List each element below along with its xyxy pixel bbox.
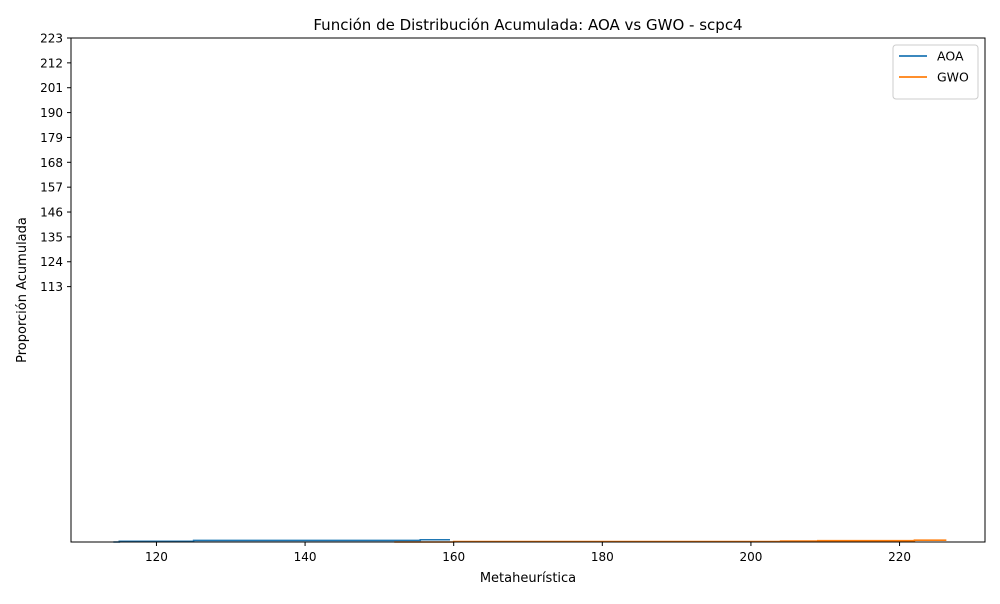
y-tick-label: 168 xyxy=(40,156,63,170)
x-tick-label: 220 xyxy=(888,550,911,564)
x-tick-label: 140 xyxy=(294,550,317,564)
y-tick-label: 113 xyxy=(40,280,63,294)
y-tick-label: 146 xyxy=(40,206,63,220)
chart-title: Función de Distribución Acumulada: AOA v… xyxy=(313,16,742,34)
y-axis-label: Proporción Acumulada xyxy=(15,217,30,363)
y-tick-label: 124 xyxy=(40,255,63,269)
y-tick-label: 135 xyxy=(40,230,63,244)
y-tick-label: 190 xyxy=(40,106,63,120)
legend: AOA GWO xyxy=(892,44,979,100)
y-tick-label: 179 xyxy=(40,131,63,145)
plot-area xyxy=(70,37,986,543)
y-tick-label: 201 xyxy=(40,81,63,95)
y-axis: 113 124 135 146 157 168 179 190 201 212 223 xyxy=(40,32,71,294)
x-tick-label: 200 xyxy=(739,550,762,564)
x-axis: 120 140 160 180 200 220 xyxy=(145,542,911,564)
legend-box xyxy=(892,44,979,100)
x-axis-label: Metaheurística xyxy=(480,571,576,586)
x-tick-label: 120 xyxy=(145,550,168,564)
y-tick-label: 223 xyxy=(40,32,63,46)
y-tick-label: 157 xyxy=(40,181,63,195)
legend-label: GWO xyxy=(937,70,969,85)
x-tick-label: 180 xyxy=(591,550,614,564)
legend-label: AOA xyxy=(937,49,964,64)
y-tick-label: 212 xyxy=(40,56,63,70)
x-tick-label: 160 xyxy=(442,550,465,564)
